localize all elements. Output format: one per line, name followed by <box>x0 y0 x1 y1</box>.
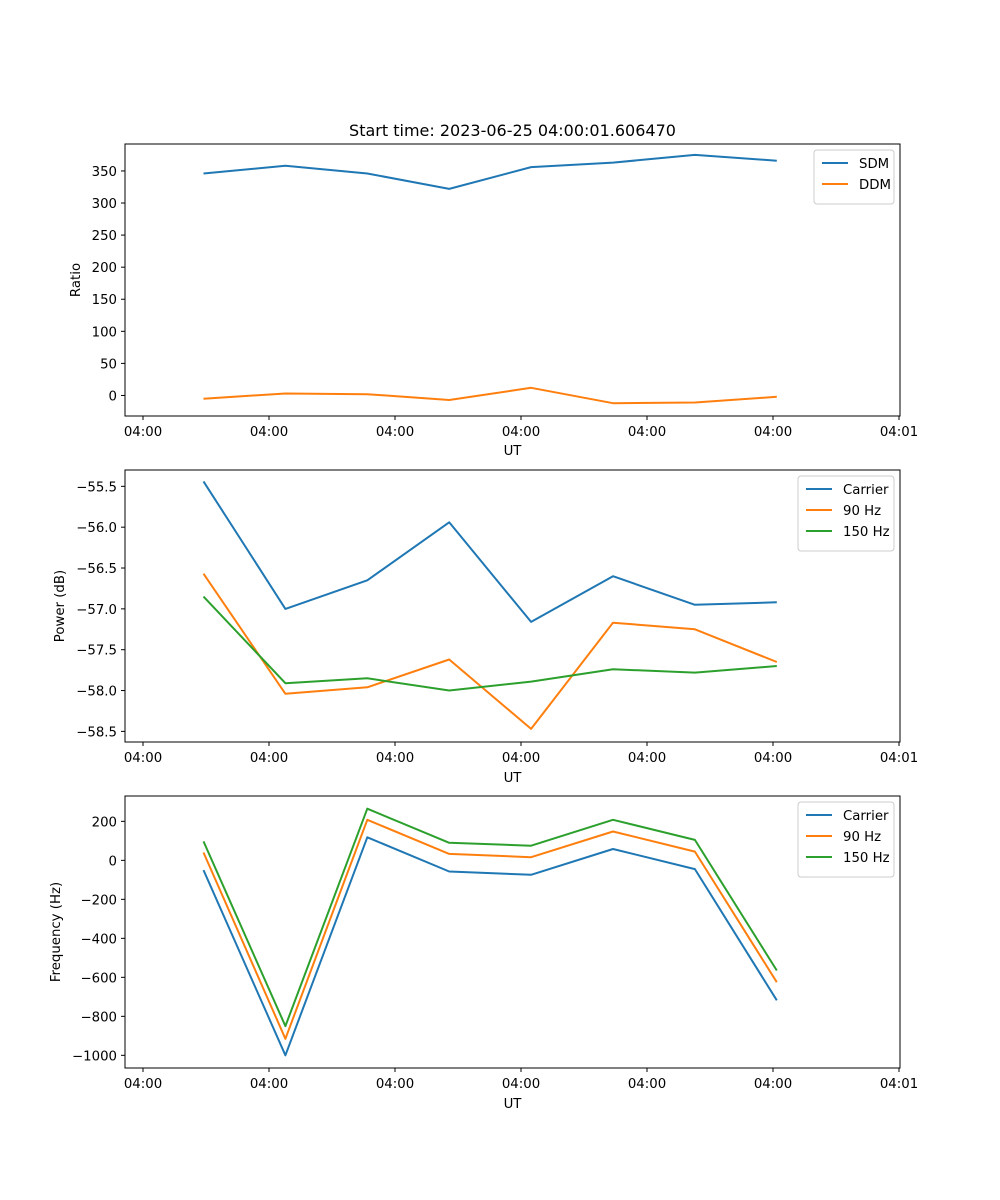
plot-area <box>124 469 901 743</box>
legend-label: 150 Hz <box>843 851 890 866</box>
y-tick-label: −400 <box>80 932 117 947</box>
y-tick-label: 200 <box>92 261 117 276</box>
x-axis-label: UT <box>504 771 523 786</box>
y-tick-label: 50 <box>100 357 117 372</box>
y-tick-label: −58.0 <box>76 685 117 700</box>
y-tick-label: 200 <box>92 815 117 830</box>
x-tick-label: 04:00 <box>250 1077 288 1092</box>
series-line-150-hz <box>202 807 778 1028</box>
legend-label: Carrier <box>843 809 889 824</box>
legend-label: 150 Hz <box>843 525 890 540</box>
legend: Carrier 90 Hz 150 Hz <box>797 801 895 878</box>
x-tick-label: 04:00 <box>754 1077 792 1092</box>
x-tick-label: 04:00 <box>502 425 540 440</box>
y-axis-label: Ratio <box>69 263 84 297</box>
series-line-90-hz <box>202 573 778 730</box>
frequency-panel: 04:00 04:00 04:00 04:00 04:00 04:00 04:01 −1000… <box>49 795 918 1112</box>
plot-area <box>124 795 901 1069</box>
x-tick-label: 04:00 <box>754 425 792 440</box>
x-tick-label: 04:00 <box>754 751 792 766</box>
y-tick-label: −55.5 <box>76 480 117 495</box>
y-tick-label: −800 <box>80 1010 117 1025</box>
y-tick-label: −57.5 <box>76 644 117 659</box>
y-tick-label: −58.5 <box>76 725 117 740</box>
series-line-carrier <box>202 836 778 1057</box>
y-tick-label: −57.0 <box>76 603 117 618</box>
series-line-90-hz <box>202 818 778 1040</box>
x-tick-label: 04:00 <box>628 751 666 766</box>
y-tick-label: 350 <box>92 165 117 180</box>
y-axis-label: Power (dB) <box>53 570 68 642</box>
y-tick-label: 0 <box>109 389 117 404</box>
x-tick-label: 04:00 <box>376 425 414 440</box>
x-tick-label: 04:00 <box>250 751 288 766</box>
x-tick-label: 04:00 <box>124 1077 162 1092</box>
y-tick-label: 250 <box>92 229 117 244</box>
legend-label: 90 Hz <box>843 504 881 519</box>
y-tick-label: −600 <box>80 971 117 986</box>
x-tick-label: 04:00 <box>628 1077 666 1092</box>
legend-label: 90 Hz <box>843 830 881 845</box>
legend-frame <box>797 475 895 552</box>
x-tick-label: 04:00 <box>628 425 666 440</box>
legend: SDM DDM <box>813 149 895 205</box>
y-tick-label: −56.5 <box>76 562 117 577</box>
legend: Carrier 90 Hz 150 Hz <box>797 475 895 552</box>
y-tick-label: −1000 <box>72 1049 117 1064</box>
x-tick-label: 04:00 <box>124 751 162 766</box>
legend-label: SDM <box>859 157 889 172</box>
y-tick-label: 100 <box>92 325 117 340</box>
y-tick-label: 150 <box>92 293 117 308</box>
plot-area <box>124 143 901 417</box>
chart-title: Start time: 2023-06-25 04:00:01.606470 <box>349 121 676 140</box>
x-tick-label: 04:01 <box>880 1077 918 1092</box>
x-tick-label: 04:00 <box>502 751 540 766</box>
y-tick-label: −56.0 <box>76 521 117 536</box>
x-tick-label: 04:00 <box>502 1077 540 1092</box>
legend-label: DDM <box>859 178 891 193</box>
x-tick-label: 04:00 <box>124 425 162 440</box>
y-tick-label: −200 <box>80 893 117 908</box>
series-line-carrier <box>202 480 777 623</box>
y-tick-label: 0 <box>109 854 117 869</box>
y-axis-label: Frequency (Hz) <box>49 882 64 982</box>
x-tick-label: 04:01 <box>880 751 918 766</box>
power-panel: 04:00 04:00 04:00 04:00 04:00 04:00 04:01 −58.5… <box>53 469 918 786</box>
legend-label: Carrier <box>843 483 889 498</box>
series-line-150-hz <box>202 595 777 692</box>
x-tick-label: 04:00 <box>376 751 414 766</box>
legend-frame <box>797 801 895 878</box>
x-tick-label: 04:00 <box>376 1077 414 1092</box>
series-line-sdm <box>203 153 777 190</box>
x-tick-label: 04:00 <box>250 425 288 440</box>
x-axis-label: UT <box>504 1097 523 1112</box>
ratio-panel: Start time: 2023-06-25 04:00:01.606470 0… <box>69 121 918 459</box>
x-axis-label: UT <box>504 444 523 459</box>
y-tick-label: 300 <box>92 197 117 212</box>
x-tick-label: 04:01 <box>880 425 918 440</box>
series-line-ddm <box>203 386 777 405</box>
